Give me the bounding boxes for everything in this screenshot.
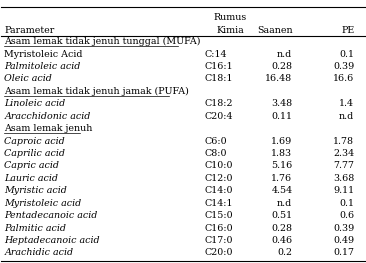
Text: C:14: C:14 bbox=[205, 50, 227, 59]
Text: Linoleic acid: Linoleic acid bbox=[4, 99, 66, 108]
Text: 9.11: 9.11 bbox=[333, 186, 354, 195]
Text: Aracchidonic acid: Aracchidonic acid bbox=[4, 112, 91, 121]
Text: 1.76: 1.76 bbox=[271, 174, 292, 183]
Text: 1.69: 1.69 bbox=[271, 136, 292, 146]
Text: C18:2: C18:2 bbox=[205, 99, 234, 108]
Text: C15:0: C15:0 bbox=[205, 211, 234, 220]
Text: C6:0: C6:0 bbox=[205, 136, 228, 146]
Text: Capric acid: Capric acid bbox=[4, 161, 59, 170]
Text: 7.77: 7.77 bbox=[333, 161, 354, 170]
Text: 0.39: 0.39 bbox=[333, 62, 354, 71]
Text: C17:0: C17:0 bbox=[205, 236, 234, 245]
Text: C14:1: C14:1 bbox=[205, 199, 234, 208]
Text: C12:0: C12:0 bbox=[205, 174, 234, 183]
Text: Myristoleic Acid: Myristoleic Acid bbox=[4, 50, 83, 59]
Text: Parameter: Parameter bbox=[4, 26, 55, 35]
Text: Palmitoleic acid: Palmitoleic acid bbox=[4, 62, 81, 71]
Text: Lauric acid: Lauric acid bbox=[4, 174, 58, 183]
Text: 0.6: 0.6 bbox=[339, 211, 354, 220]
Text: Asam lemak tidak jenuh tunggal (MUFA): Asam lemak tidak jenuh tunggal (MUFA) bbox=[4, 37, 201, 46]
Text: 3.68: 3.68 bbox=[333, 174, 354, 183]
Text: 1.78: 1.78 bbox=[333, 136, 354, 146]
Text: 5.16: 5.16 bbox=[271, 161, 292, 170]
Text: C16:1: C16:1 bbox=[205, 62, 234, 71]
Text: C20:0: C20:0 bbox=[205, 249, 234, 257]
Text: Myristic acid: Myristic acid bbox=[4, 186, 67, 195]
Text: C8:0: C8:0 bbox=[205, 149, 227, 158]
Text: 0.28: 0.28 bbox=[271, 224, 292, 232]
Text: 16.6: 16.6 bbox=[333, 74, 354, 83]
Text: 3.48: 3.48 bbox=[271, 99, 292, 108]
Text: C14:0: C14:0 bbox=[205, 186, 234, 195]
Text: 4.54: 4.54 bbox=[271, 186, 292, 195]
Text: Palmitic acid: Palmitic acid bbox=[4, 224, 66, 232]
Text: Asam lemak jenuh: Asam lemak jenuh bbox=[4, 124, 93, 133]
Text: Rumus: Rumus bbox=[214, 13, 247, 22]
Text: Kimia: Kimia bbox=[217, 26, 244, 35]
Text: n.d: n.d bbox=[277, 199, 292, 208]
Text: C16:0: C16:0 bbox=[205, 224, 234, 232]
Text: PE: PE bbox=[341, 26, 354, 35]
Text: Myristoleic acid: Myristoleic acid bbox=[4, 199, 82, 208]
Text: Asam lemak tidak jenuh jamak (PUFA): Asam lemak tidak jenuh jamak (PUFA) bbox=[4, 87, 189, 96]
Text: C18:1: C18:1 bbox=[205, 74, 234, 83]
Text: Caprilic acid: Caprilic acid bbox=[4, 149, 66, 158]
Text: 0.51: 0.51 bbox=[271, 211, 292, 220]
Text: Pentadecanoic acid: Pentadecanoic acid bbox=[4, 211, 98, 220]
Text: 2.34: 2.34 bbox=[333, 149, 354, 158]
Text: 1.4: 1.4 bbox=[339, 99, 354, 108]
Text: 0.1: 0.1 bbox=[339, 50, 354, 59]
Text: 0.2: 0.2 bbox=[277, 249, 292, 257]
Text: Heptadecanoic acid: Heptadecanoic acid bbox=[4, 236, 100, 245]
Text: n.d: n.d bbox=[277, 50, 292, 59]
Text: 0.46: 0.46 bbox=[271, 236, 292, 245]
Text: Saanen: Saanen bbox=[257, 26, 292, 35]
Text: C20:4: C20:4 bbox=[205, 112, 234, 121]
Text: Caproic acid: Caproic acid bbox=[4, 136, 65, 146]
Text: 0.11: 0.11 bbox=[271, 112, 292, 121]
Text: 0.28: 0.28 bbox=[271, 62, 292, 71]
Text: C10:0: C10:0 bbox=[205, 161, 234, 170]
Text: 0.49: 0.49 bbox=[333, 236, 354, 245]
Text: 16.48: 16.48 bbox=[265, 74, 292, 83]
Text: Oleic acid: Oleic acid bbox=[4, 74, 52, 83]
Text: 1.83: 1.83 bbox=[271, 149, 292, 158]
Text: 0.39: 0.39 bbox=[333, 224, 354, 232]
Text: 0.1: 0.1 bbox=[339, 199, 354, 208]
Text: Arachidic acid: Arachidic acid bbox=[4, 249, 74, 257]
Text: n.d: n.d bbox=[339, 112, 354, 121]
Text: 0.17: 0.17 bbox=[333, 249, 354, 257]
